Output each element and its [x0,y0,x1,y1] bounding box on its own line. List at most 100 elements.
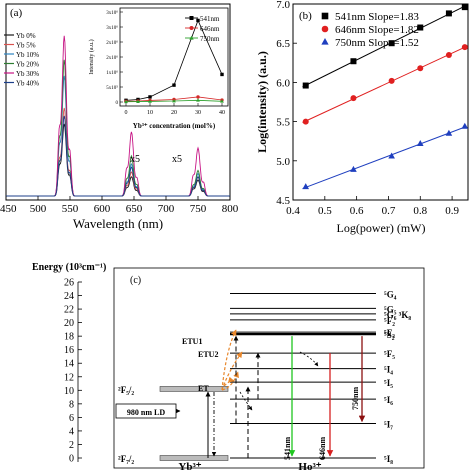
b-data-point [461,4,468,11]
a-legend-label: Yb 40% [16,80,39,88]
a-xtick-label: 800 [222,203,239,215]
a-xtick-label: 550 [62,203,79,215]
b-ytick-label: 4.5 [276,195,290,207]
ho-level-label: ⁵F₂ [384,316,395,326]
b-data-point [302,118,309,125]
b-data-point [445,10,452,17]
inset-yticks: 0 5x10⁵ 1x10⁶ 2x10⁶ 2x10⁶ 3x10⁶ 3x10⁶ [106,10,123,106]
b-data-point [417,65,424,72]
ho-level-label: ⁵I₄ [384,365,393,375]
panel-b-frame [292,3,469,201]
inset-point [172,83,176,87]
inset-legend-marker [189,16,194,20]
b-xtick-label: 0.8 [413,205,427,217]
etu1-label: ETU1 [182,337,202,346]
b-fit-line [302,46,467,123]
nonradiative-arrow [239,391,253,411]
panel-a-frame [5,3,231,201]
ho-level-label: ⁵F₅ [384,349,395,359]
a-xtick-label: 650 [126,203,143,215]
inset-point [148,99,152,103]
inset-legend-label: 541nm [200,15,220,23]
a-xtick-label: 700 [158,203,175,215]
yb-level-bar [159,455,229,461]
a-xtick-label: 500 [30,203,47,215]
panel-a-label: (a) [10,7,23,19]
energy-transfer-arrow [221,351,243,391]
b-data-point [302,82,309,89]
b-data-point [445,129,453,136]
b-data-point [388,77,395,84]
ho-level-label: ⁵F₃ [384,328,395,338]
x5-annotation-right: x5 [172,154,182,165]
inset-legend-marker [189,26,194,30]
b-ytick-label: 5.5 [276,117,290,129]
inset-xticks: 0 10 20 30 40 [125,103,225,116]
inset-point [220,72,224,77]
b-data-point [350,165,357,172]
energy-tick-label: 20 [64,318,74,329]
b-data-point [461,122,469,129]
b-data-point [416,139,424,146]
inset-point [148,95,152,99]
inset-xtick-label: 0 [125,110,128,116]
inset-xtick-label: 20 [171,110,177,116]
panel-c-label: (c) [130,275,141,286]
b-ytick-label: 6.0 [276,77,290,89]
b-xtick-label: 0.6 [350,205,364,217]
b-data-point [461,44,468,51]
energy-transfer-arrow [221,329,237,391]
panel-b-label: (b) [299,10,312,22]
inset-ytick-label: 5x10⁵ [106,85,118,91]
b-legend-marker [321,12,329,20]
a-xtick-label: 600 [94,203,111,215]
energy-tick-label: 26 [64,278,74,289]
panel-c: (c) Energy (10³cm⁻¹) 0246810121416182022… [32,262,425,473]
b-xtick-label: 0.7 [382,205,396,217]
a-legend-label: Yb 20% [16,61,39,69]
inset-ytick-label: 3x10⁶ [106,25,118,31]
energy-tick-label: 18 [64,332,74,343]
em646-label: 646nm [318,437,327,460]
yb-level-bar [159,386,229,392]
inset-ytick-label: 2x10⁶ [106,40,118,46]
inset-point [136,99,140,103]
inset-ytick-label: 3x10⁶ [106,10,118,16]
a-legend-label: Yb 10% [16,51,39,59]
inset-series [124,18,224,104]
energy-tick-label: 14 [64,359,74,370]
a-legend-label: Yb 30% [16,70,39,78]
panel-a-inset: Intensity (a.u.) 0 5x10⁵ 1x10⁶ 2x10⁶ 2x10⁶ 3x… [88,7,229,130]
b-data-point [350,58,357,65]
inset-point [196,98,200,102]
yb-ion-label: Yb³⁺ [178,461,201,473]
ho-level-label: ⁵I₅ [384,378,393,388]
ho-level-label: ⁵G₆ ³K₈ [384,310,411,320]
b-data-point [302,183,310,190]
nonradiative-arrow [299,351,319,367]
energy-tick-label: 10 [64,386,74,397]
inset-point [124,99,128,104]
ho-level-label: ⁵G₅ [384,304,397,314]
b-legend-label: 750nm Slope=1.52 [335,37,419,49]
a-xtick-label: 450 [0,203,17,215]
b-data-point [388,152,395,159]
inset-legend-label: 750nm [200,35,220,43]
a-legend-label: Yb 0% [16,32,36,40]
inset-xtick-label: 40 [219,110,225,116]
energy-transfer-arrow [223,376,235,387]
ho-level-label: ⁵I₇ [384,419,393,429]
panel-c-ylabel: Energy (10³cm⁻¹) [32,262,106,273]
panel-b-xlabel: Log(power) (mW) [337,221,426,235]
em541-label: 541nm [283,437,292,460]
yb-level-label: ²F₇/₂ [118,454,134,464]
ho-level-label: ⁵G₄ [384,290,397,300]
inset-xtick-label: 10 [147,110,153,116]
b-ytick-label: 7.0 [276,0,290,11]
yb-levels: ²F₅/₂ ²F₇/₂ [118,385,229,464]
energy-tick-label: 0 [69,454,74,465]
b-legend-label: 646nm Slope=1.82 [335,24,419,36]
